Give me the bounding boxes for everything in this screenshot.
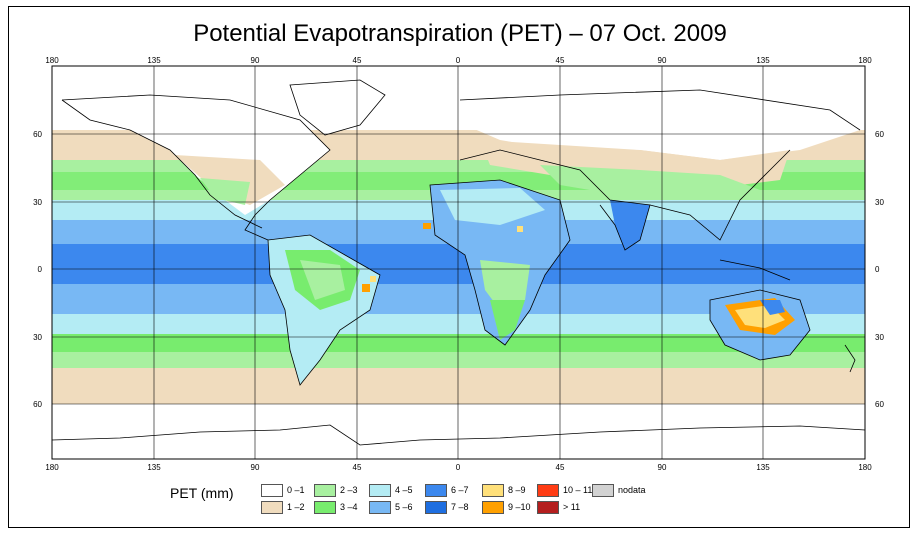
legend-label: > 11 (563, 502, 581, 512)
lon-ticks-top: 180 135 90 45 0 45 90 135 180 (45, 56, 872, 65)
legend-label: 3 –4 (340, 502, 358, 512)
legend-swatch (369, 501, 391, 514)
lat-tick-label: 60 (875, 130, 884, 139)
pet-bands (52, 66, 865, 459)
legend-swatch (425, 501, 447, 514)
lon-tick-label: 135 (147, 463, 161, 472)
legend-label: 6 –7 (451, 485, 469, 495)
legend-label: 1 –2 (287, 502, 305, 512)
lon-tick-label: 45 (556, 56, 565, 65)
legend-title: PET (mm) (170, 485, 234, 501)
lon-tick-label: 90 (251, 56, 260, 65)
lat-tick-label: 30 (875, 333, 884, 342)
legend-label: 8 –9 (508, 485, 526, 495)
figure-frame (8, 6, 910, 528)
legend-label: nodata (618, 485, 646, 495)
lon-tick-label: 180 (45, 56, 59, 65)
legend-label: 2 –3 (340, 485, 358, 495)
lon-ticks-bottom: 180 135 90 45 0 45 90 135 180 (45, 463, 872, 472)
legend-label: 7 –8 (451, 502, 469, 512)
lon-tick-label: 45 (353, 463, 362, 472)
lat-tick-label: 60 (33, 130, 42, 139)
lat-tick-label: 0 (875, 265, 880, 274)
lon-tick-label: 90 (658, 56, 667, 65)
map-title: Potential Evapotranspiration (PET) – 07 … (193, 20, 727, 47)
lon-tick-label: 45 (353, 56, 362, 65)
lon-tick-label: 90 (658, 463, 667, 472)
lat-tick-label: 60 (33, 400, 42, 409)
lon-tick-label: 90 (251, 463, 260, 472)
legend-swatch (261, 484, 283, 497)
legend-label: 5 –6 (395, 502, 413, 512)
lat-tick-label: 30 (875, 198, 884, 207)
legend-label: 10 – 11 (563, 485, 593, 495)
legend-swatch (482, 501, 504, 514)
legend-swatch (482, 484, 504, 497)
lat-tick-label: 60 (875, 400, 884, 409)
legend-swatch (425, 484, 447, 497)
legend-swatch (261, 501, 283, 514)
lon-tick-label: 180 (858, 463, 872, 472)
lon-tick-label: 0 (456, 463, 461, 472)
lat-ticks-left: 60 30 0 30 60 (33, 130, 42, 409)
legend-label: 9 –10 (508, 502, 531, 512)
lat-tick-label: 0 (38, 265, 43, 274)
lat-tick-label: 30 (33, 198, 42, 207)
map-border (51, 65, 866, 460)
lat-tick-label: 30 (33, 333, 42, 342)
legend-swatch (369, 484, 391, 497)
lon-tick-label: 135 (147, 56, 161, 65)
lon-tick-label: 180 (45, 463, 59, 472)
graticule (52, 66, 865, 459)
lon-tick-label: 0 (456, 56, 461, 65)
legend-label: 0 –1 (287, 485, 305, 495)
lon-tick-label: 180 (858, 56, 872, 65)
lon-tick-label: 135 (756, 56, 770, 65)
legend-swatch (314, 484, 336, 497)
legend-swatch (314, 501, 336, 514)
legend-label: 4 –5 (395, 485, 413, 495)
lon-tick-label: 135 (756, 463, 770, 472)
coastlines (52, 79, 865, 446)
legend-swatch (592, 484, 614, 497)
lat-ticks-right: 60 30 0 30 60 (875, 130, 884, 409)
legend-swatch (537, 501, 559, 514)
lon-tick-label: 45 (556, 463, 565, 472)
legend-swatch (537, 484, 559, 497)
